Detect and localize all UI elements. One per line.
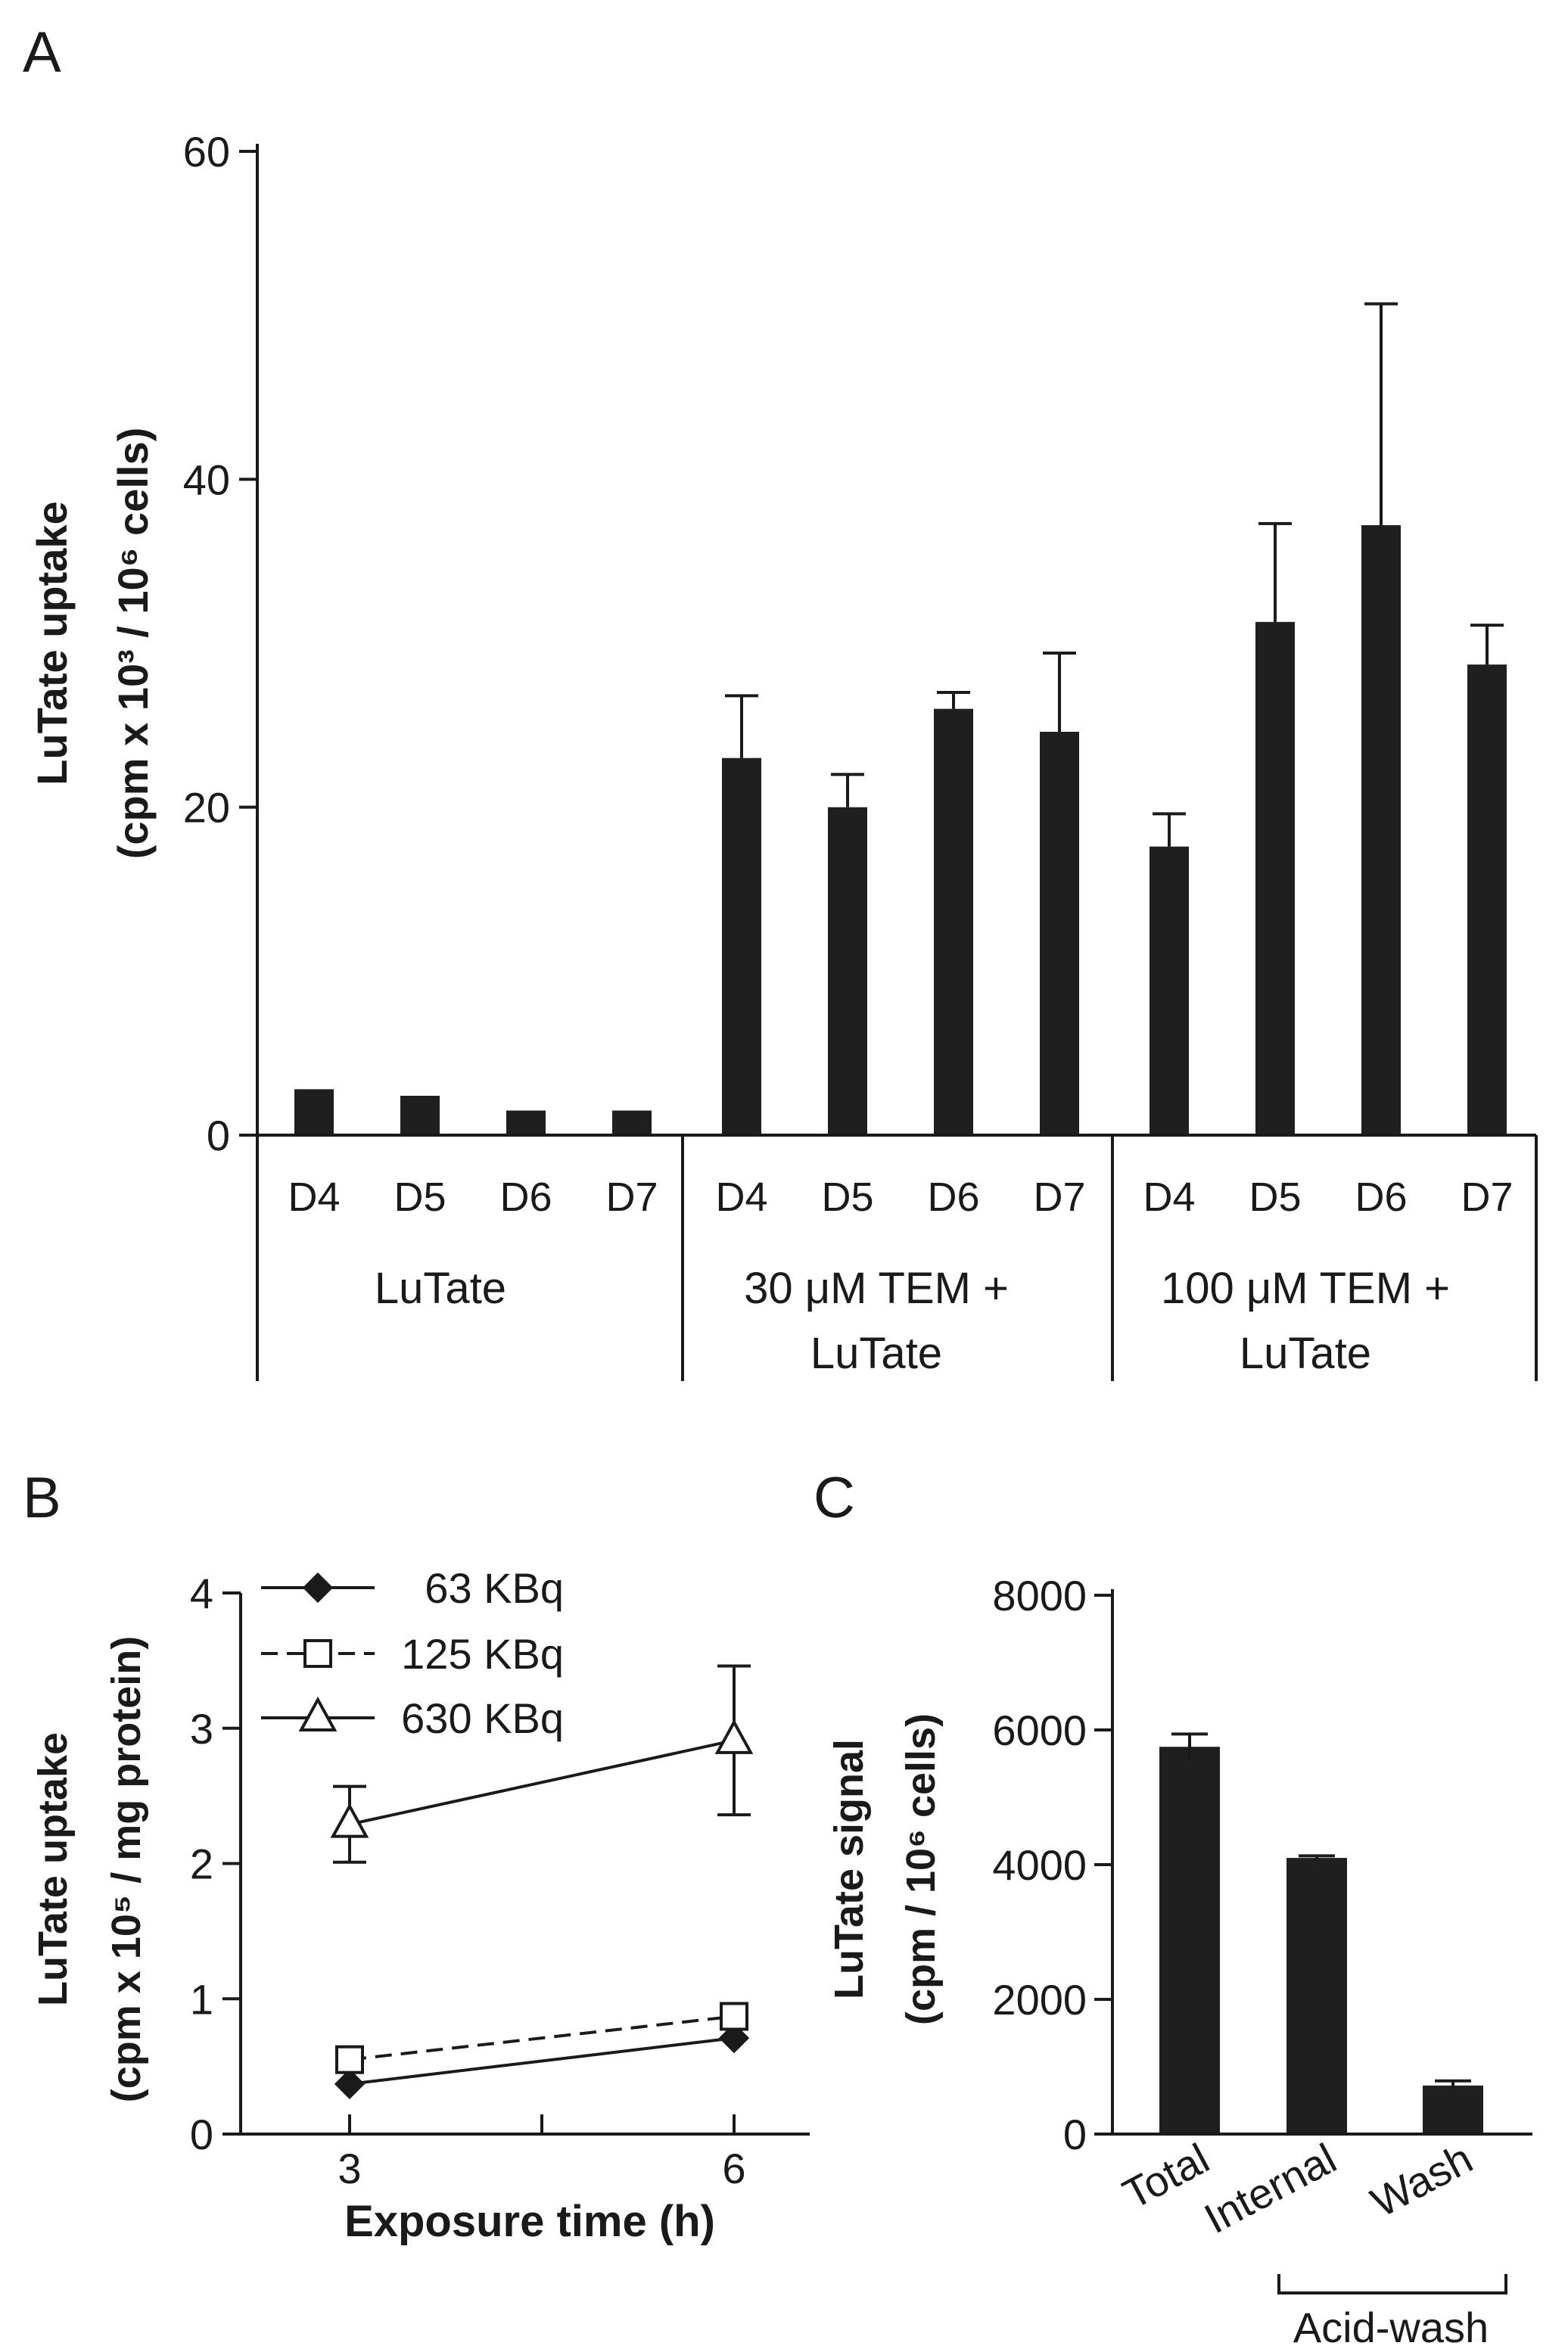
panel-c-bar [1286,1858,1347,2134]
panel-b-xtick-label: 3 [338,2145,361,2192]
panel-b-point [720,2002,748,2031]
panel-a-x-label: D6 [927,1174,979,1220]
panel-c-bar [1423,2085,1483,2134]
panel-c-y-ticks: 0 2000 4000 6000 8000 [992,1572,1112,2158]
panel-a-x-label: D4 [715,1174,767,1220]
panel-b: B LuTate uptake (cpm x 10⁵ / mg protein)… [23,1466,810,2246]
panel-a-ylabel-line1: LuTate uptake [28,501,76,785]
panel-b-point [335,2045,364,2074]
panel-b-point [330,1803,369,1838]
panel-b-series-line [349,1738,735,1826]
panel-a-bar [1467,664,1507,1135]
panel-b-letter: B [23,1466,61,1530]
panel-a-bar [828,807,867,1135]
panel-c-ytick-label: 8000 [992,1572,1087,1619]
panel-a: A LuTate uptake (cpm x 10³ / 10⁶ cells) … [23,20,1538,1381]
panel-c-x-label: Wash [1363,2134,1479,2226]
panel-b-legend-label: 125 KBq [401,1630,564,1678]
panel-b-ytick-label: 2 [190,1840,213,1888]
panel-a-x-label: D6 [499,1174,552,1220]
panel-b-legend-marker [303,1639,332,1668]
panel-a-x-label: D7 [1033,1174,1085,1220]
panel-a-x-label: D4 [1143,1174,1195,1220]
panel-b-point [718,2022,750,2054]
panel-a-group-label: 100 μM TEM + [1161,1264,1450,1313]
panel-b-y-ticks: 0 1 2 3 4 [190,1570,241,2158]
panel-a-ytick-label: 60 [183,128,230,176]
panel-a-x-label: D4 [288,1174,340,1220]
panel-a-bar [506,1110,546,1135]
panel-b-legend: 63 KBq 125 KBq 630 KBq [261,1564,564,1742]
panel-c-ytick-label: 2000 [992,1976,1087,2024]
panel-a-bar [722,758,761,1135]
panel-a-x-label: D6 [1355,1174,1407,1220]
panel-b-ytick-label: 4 [190,1570,213,1617]
panel-a-group-label: 30 μM TEM + [744,1264,1009,1313]
panel-b-series-line [349,2014,735,2061]
panel-a-ylabel-line2: (cpm x 10³ / 10⁶ cells) [109,428,157,860]
panel-c-ytick-label: 6000 [992,1706,1087,1754]
panel-a-bar [1255,621,1295,1135]
panel-a-bar [294,1089,334,1135]
panel-c-ylabel-line1: LuTate signal [826,1739,872,1999]
panel-b-xtick-label: 6 [722,2145,745,2192]
panel-b-legend-marker [298,1696,338,1731]
panel-b-point [714,1719,754,1754]
panel-c-bar [1159,1747,1220,2134]
panel-b-ytick-label: 3 [190,1705,213,1753]
panel-a-group-label-line2: LuTate [1240,1329,1371,1378]
panel-c-acid-wash-bracket [1277,2274,1507,2294]
panel-a-x-label: D5 [821,1174,873,1220]
panel-b-series-line [349,2036,735,2086]
panel-a-letter: A [23,20,61,85]
panel-c-bracket-label: Acid-wash [1293,2304,1489,2351]
panel-a-bar [1150,846,1189,1135]
panel-a-bar [934,708,973,1135]
panel-b-point [334,2068,366,2099]
panel-a-x-label: D5 [1249,1174,1301,1220]
panel-c-ytick-label: 0 [1063,2111,1087,2158]
panel-c-ytick-label: 4000 [992,1841,1087,1889]
panel-a-bar [1040,732,1079,1135]
panel-a-group-labels: LuTate 30 μM TEM + LuTate 100 μM TEM + LuTat… [375,1264,1450,1378]
panel-a-ytick-label: 20 [183,784,230,832]
panel-c-x-label: Internal [1196,2134,1344,2242]
panel-b-ylabel-line1: LuTate uptake [30,1732,76,2006]
panel-b-ytick-label: 0 [190,2111,213,2158]
panel-b-legend-label: 63 KBq [425,1564,564,1612]
panel-a-bar [612,1110,652,1135]
panel-a-x-label: D5 [394,1174,446,1220]
panel-a-group-label-line2: LuTate [810,1329,942,1378]
panel-a-x-label: D7 [1461,1174,1513,1220]
panel-b-ylabel-line2: (cpm x 10⁵ / mg protein) [104,1636,149,2102]
panel-b-ytick-label: 1 [190,1975,213,2023]
panel-a-x-label: D7 [605,1174,658,1220]
panel-b-legend-marker [302,1572,334,1604]
panel-a-bars [294,302,1507,1135]
panel-a-x-labels: D4 D5 D6 D7 D4 D5 D6 D7 D4 D5 D6 D7 [288,1174,1513,1220]
panel-c-bars [1159,1732,1483,2134]
panel-a-bar [1361,525,1401,1135]
panel-a-ytick-label: 40 [183,456,230,503]
panel-a-bar [400,1096,440,1135]
panel-c-letter: C [814,1466,855,1530]
panel-b-series [330,1664,754,2099]
panel-c: C LuTate signal (cpm / 10⁶ cells) 0 2000 4… [814,1466,1532,2351]
panel-b-legend-label: 630 KBq [401,1694,564,1742]
panel-c-ylabel-line2: (cpm / 10⁶ cells) [898,1713,944,2025]
panel-a-group-label: LuTate [375,1264,506,1313]
panel-a-ytick-label: 0 [207,1112,230,1159]
panel-b-xlabel: Exposure time (h) [344,2197,715,2246]
panel-a-y-ticks: 0 20 40 60 [183,128,257,1159]
